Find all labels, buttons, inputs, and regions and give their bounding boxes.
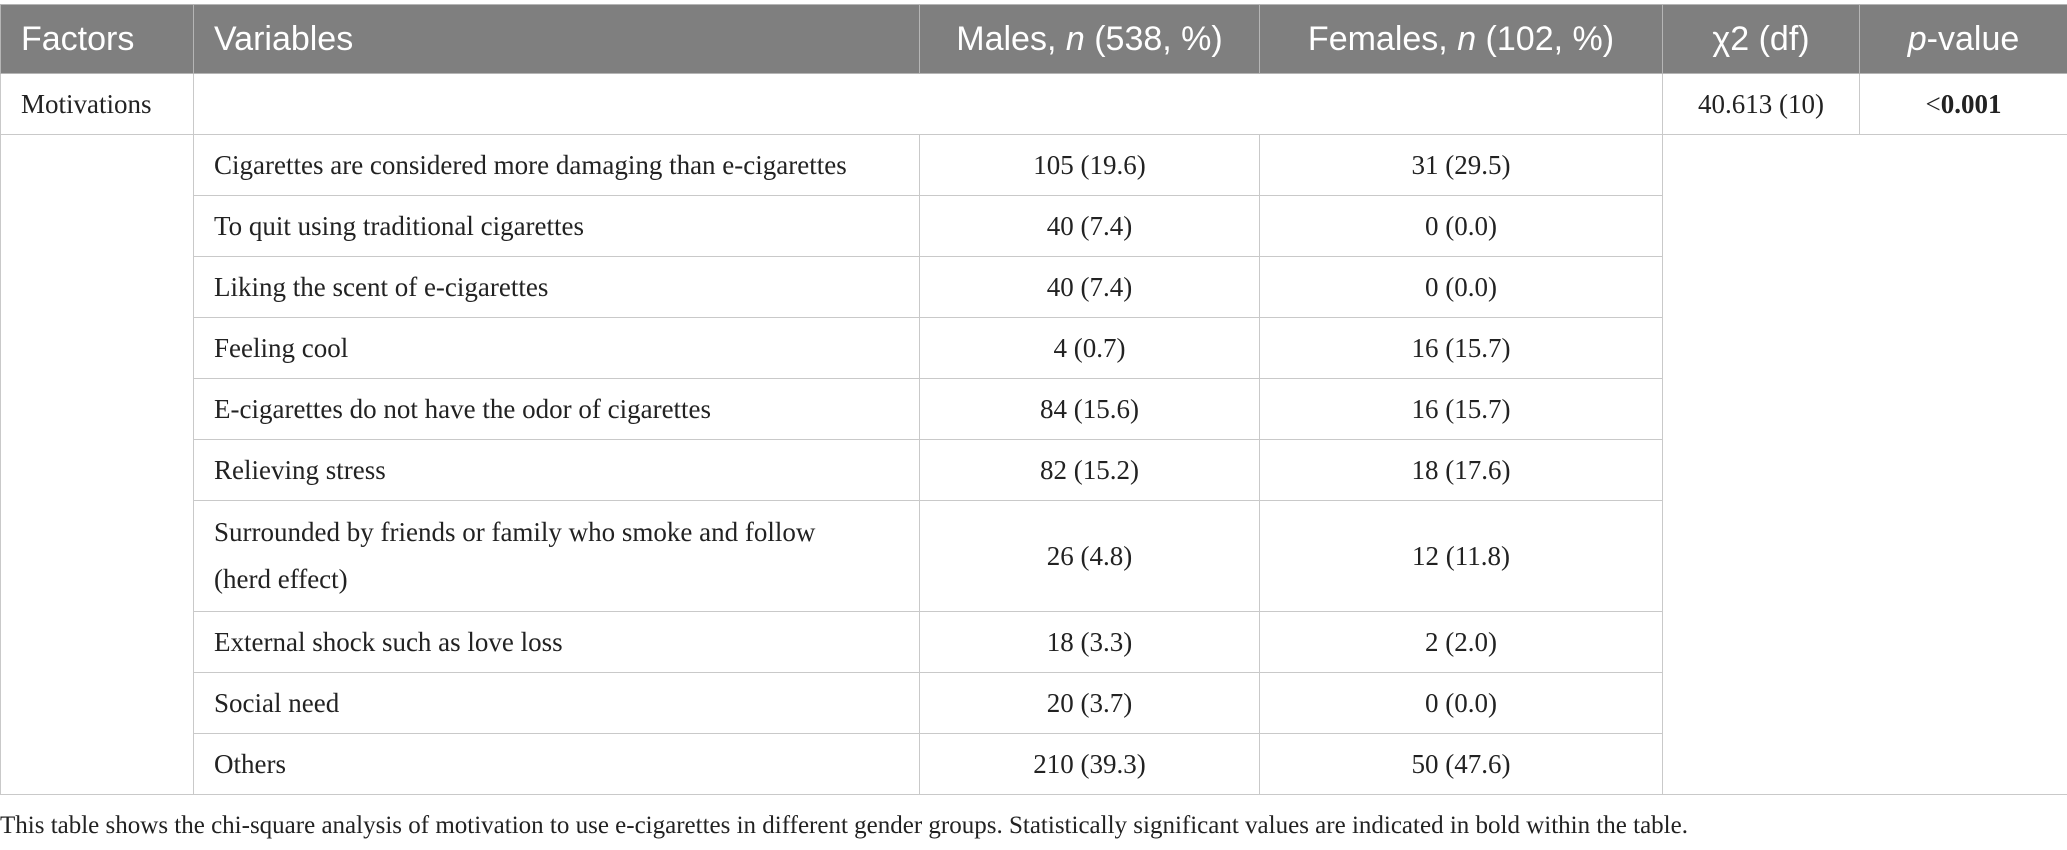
table-container: Factors Variables Males, n (538, %) Fema…: [0, 4, 2067, 795]
males-cell: 26 (4.8): [919, 500, 1260, 612]
header-factors: Factors: [0, 4, 194, 74]
factor-label: Motivations: [0, 73, 194, 135]
header-females-prefix: Females,: [1307, 19, 1458, 58]
females-cell: 18 (17.6): [1259, 439, 1663, 501]
females-cell: 16 (15.7): [1259, 378, 1663, 440]
p-value-number: 0.001: [1940, 88, 2002, 119]
table-row: Others 210 (39.3) 50 (47.6): [1, 733, 2067, 795]
table-caption: This table shows the chi-square analysis…: [0, 812, 1688, 839]
chi-square-value: 40.613 (10): [1662, 73, 1860, 135]
males-cell: 40 (7.4): [919, 256, 1260, 318]
table-row: To quit using traditional cigarettes 40 …: [1, 195, 2067, 257]
header-p-suffix: -value: [1926, 19, 2020, 58]
header-males-suffix: (538, %): [1084, 19, 1223, 58]
header-row: Factors Variables Males, n (538, %) Fema…: [0, 4, 2067, 74]
header-females: Females, n (102, %): [1259, 4, 1663, 74]
table-row: External shock such as love loss 18 (3.3…: [1, 611, 2067, 673]
females-cell: 0 (0.0): [1259, 195, 1663, 257]
males-cell: 82 (15.2): [919, 439, 1260, 501]
header-males-n: n: [1065, 19, 1085, 58]
table-row: Surrounded by friends or family who smok…: [1, 500, 2067, 612]
males-cell: 105 (19.6): [919, 134, 1260, 196]
variable-cell: Others: [193, 733, 920, 795]
header-males-prefix: Males,: [956, 19, 1066, 58]
p-value-cell: <0.001: [1859, 73, 2067, 135]
table-row: Relieving stress 82 (15.2) 18 (17.6): [1, 439, 2067, 501]
females-cell: 12 (11.8): [1259, 500, 1663, 612]
variable-cell: Relieving stress: [193, 439, 920, 501]
factor-row: Motivations 40.613 (10) <0.001: [0, 73, 2067, 135]
header-females-n: n: [1457, 19, 1477, 58]
males-cell: 210 (39.3): [919, 733, 1260, 795]
variable-cell: Liking the scent of e-cigarettes: [193, 256, 920, 318]
males-cell: 84 (15.6): [919, 378, 1260, 440]
males-cell: 4 (0.7): [919, 317, 1260, 379]
variable-cell: Cigarettes are considered more damaging …: [193, 134, 920, 196]
males-cell: 40 (7.4): [919, 195, 1260, 257]
header-p-value: p-value: [1859, 4, 2067, 74]
header-chi-square: χ2 (df): [1662, 4, 1860, 74]
variable-cell: Social need: [193, 672, 920, 734]
females-cell: 16 (15.7): [1259, 317, 1663, 379]
variable-cell: Feeling cool: [193, 317, 920, 379]
table-row: E-cigarettes do not have the odor of cig…: [1, 378, 2067, 440]
factor-empty-cell: [193, 73, 1663, 135]
variable-line-2: (herd effect): [214, 564, 348, 594]
females-cell: 2 (2.0): [1259, 611, 1663, 673]
females-cell: 0 (0.0): [1259, 256, 1663, 318]
table-row: Cigarettes are considered more damaging …: [0, 134, 2067, 795]
motivation-table: Factors Variables Males, n (538, %) Fema…: [0, 4, 2067, 795]
males-cell: 18 (3.3): [919, 611, 1260, 673]
females-cell: 31 (29.5): [1259, 134, 1663, 196]
variable-cell: External shock such as love loss: [193, 611, 920, 673]
variable-cell: To quit using traditional cigarettes: [193, 195, 920, 257]
table-row: Social need 20 (3.7) 0 (0.0): [1, 672, 2067, 734]
variable-line-1: Surrounded by friends or family who smok…: [214, 517, 816, 547]
header-females-suffix: (102, %): [1476, 19, 1615, 58]
females-cell: 0 (0.0): [1259, 672, 1663, 734]
variable-cell: E-cigarettes do not have the odor of cig…: [193, 378, 920, 440]
factor-spacer-cell: [0, 134, 194, 795]
variable-cell: Surrounded by friends or family who smok…: [193, 500, 920, 612]
header-variables: Variables: [193, 4, 920, 74]
males-cell: 20 (3.7): [919, 672, 1260, 734]
p-value-prefix: <: [1925, 88, 1941, 119]
stats-spacer-cell: [1662, 134, 2067, 795]
females-cell: 50 (47.6): [1259, 733, 1663, 795]
header-p-italic: p: [1907, 19, 1927, 58]
header-males: Males, n (538, %): [919, 4, 1260, 74]
